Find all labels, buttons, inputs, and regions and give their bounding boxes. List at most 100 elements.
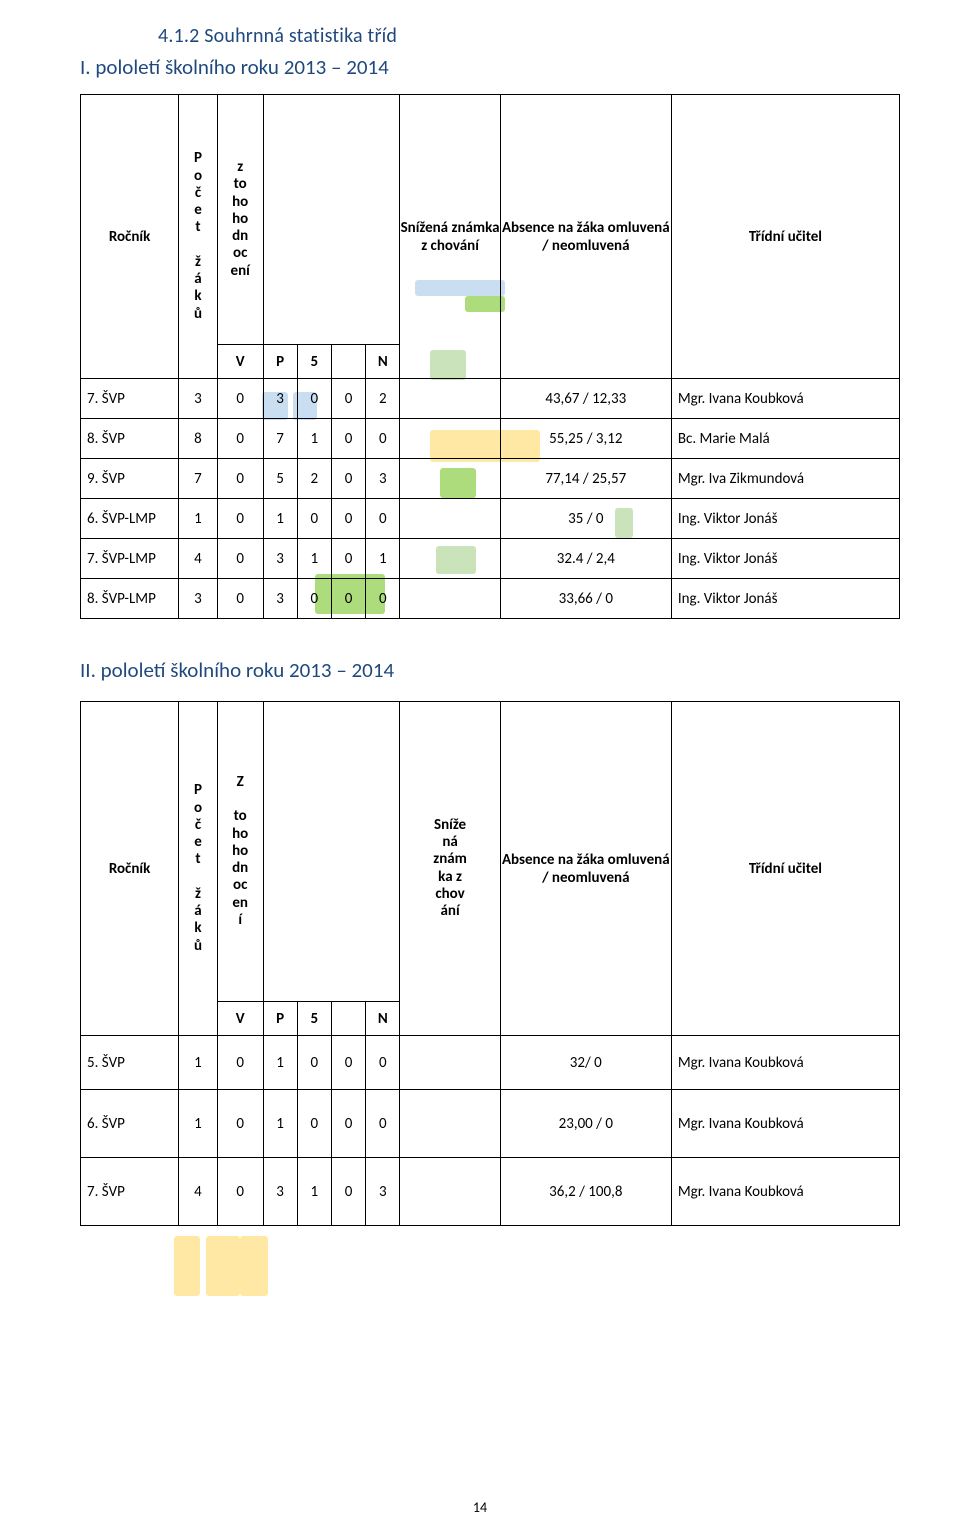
cell: 5. ŠVP xyxy=(81,1036,179,1090)
th-hodnoceni: ztohohodnocení xyxy=(217,95,263,345)
th-n: N xyxy=(366,345,400,379)
cell: Mgr. Ivana Koubková xyxy=(671,379,899,419)
th-vpfn-spacer xyxy=(263,95,400,345)
cell: 0 xyxy=(331,1090,365,1158)
cell: 1 xyxy=(263,1036,297,1090)
summary-table-1: Ročník Počet žáků ztohohodnocení Snížená… xyxy=(80,94,900,619)
th2-teacher: Třídní učitel xyxy=(671,702,899,1036)
cell: Mgr. Ivana Koubková xyxy=(671,1090,899,1158)
cell: 7 xyxy=(179,459,218,499)
cell: 1 xyxy=(297,419,331,459)
cell: Mgr. Ivana Koubková xyxy=(671,1158,899,1226)
th-teacher: Třídní učitel xyxy=(671,95,899,379)
highlight-blob xyxy=(174,1236,200,1296)
th2-hodnoceni: Z tohohodnocení xyxy=(217,702,263,1002)
cell: 3 xyxy=(263,1158,297,1226)
cell: 1 xyxy=(297,539,331,579)
cell: 0 xyxy=(217,419,263,459)
cell xyxy=(400,539,500,579)
cell: 0 xyxy=(331,499,365,539)
cell: Ing. Viktor Jonáš xyxy=(671,499,899,539)
cell: 5 xyxy=(263,459,297,499)
cell: 1 xyxy=(179,1090,218,1158)
cell: 7. ŠVP-LMP xyxy=(81,539,179,579)
cell: 0 xyxy=(217,579,263,619)
th2-vpfn-spacer xyxy=(263,702,400,1002)
th2-snizena: Sníženáznámka zchování xyxy=(400,702,500,1036)
table-row: 8. ŠVP-LMP30300033,66 / 0Ing. Viktor Jon… xyxy=(81,579,900,619)
th-5: 5 xyxy=(297,345,331,379)
cell: 0 xyxy=(297,1036,331,1090)
cell: 0 xyxy=(297,499,331,539)
cell: 3 xyxy=(263,379,297,419)
cell: 2 xyxy=(297,459,331,499)
cell: 1 xyxy=(179,1036,218,1090)
cell xyxy=(400,1090,500,1158)
cell: 0 xyxy=(366,579,400,619)
page-number: 14 xyxy=(0,1499,960,1516)
cell: 0 xyxy=(366,1036,400,1090)
cell: 0 xyxy=(366,1090,400,1158)
cell: 8. ŠVP xyxy=(81,419,179,459)
cell: 7. ŠVP xyxy=(81,1158,179,1226)
cell: 55,25 / 3,12 xyxy=(500,419,671,459)
cell: Mgr. Ivana Koubková xyxy=(671,1036,899,1090)
cell: 0 xyxy=(331,459,365,499)
cell: 32/ 0 xyxy=(500,1036,671,1090)
cell: 9. ŠVP xyxy=(81,459,179,499)
cell: 0 xyxy=(331,1036,365,1090)
th-v: V xyxy=(217,345,263,379)
cell: 0 xyxy=(217,539,263,579)
cell: 0 xyxy=(297,1090,331,1158)
cell: 0 xyxy=(366,499,400,539)
section-number-title: 4.1.2 Souhrnná statistika tříd xyxy=(158,24,900,48)
cell: 43,67 / 12,33 xyxy=(500,379,671,419)
cell: 3 xyxy=(263,539,297,579)
cell: 3 xyxy=(366,459,400,499)
cell: 1 xyxy=(263,1090,297,1158)
th-n-spacer xyxy=(331,345,365,379)
th-rocnik: Ročník xyxy=(81,95,179,379)
cell: 0 xyxy=(331,419,365,459)
table-row: 7. ŠVP-LMP40310132.4 / 2,4Ing. Viktor Jo… xyxy=(81,539,900,579)
semester2-title: II. pololetí školního roku 2013 – 2014 xyxy=(80,657,900,683)
cell: 2 xyxy=(366,379,400,419)
cell: 1 xyxy=(297,1158,331,1226)
cell: Mgr. Iva Zikmundová xyxy=(671,459,899,499)
th-snizena: Snížená známka z chování xyxy=(400,95,500,379)
cell: 33,66 / 0 xyxy=(500,579,671,619)
th2-p: P xyxy=(263,1002,297,1036)
cell: 6. ŠVP xyxy=(81,1090,179,1158)
cell xyxy=(400,1036,500,1090)
cell xyxy=(400,379,500,419)
cell: 0 xyxy=(297,579,331,619)
cell: 0 xyxy=(331,379,365,419)
cell xyxy=(400,1158,500,1226)
cell xyxy=(400,459,500,499)
cell: 6. ŠVP-LMP xyxy=(81,499,179,539)
cell: Ing. Viktor Jonáš xyxy=(671,579,899,619)
th2-n-spacer xyxy=(331,1002,365,1036)
th-absence: Absence na žáka omluvená / neomluvená xyxy=(500,95,671,379)
cell: Bc. Marie Malá xyxy=(671,419,899,459)
cell: 0 xyxy=(217,1090,263,1158)
highlight-blob xyxy=(240,1236,268,1296)
th2-n: N xyxy=(366,1002,400,1036)
cell: 1 xyxy=(366,539,400,579)
cell xyxy=(400,419,500,459)
cell: 8. ŠVP-LMP xyxy=(81,579,179,619)
th-pocet: Počet žáků xyxy=(179,95,218,379)
cell: 7. ŠVP xyxy=(81,379,179,419)
cell: 0 xyxy=(331,539,365,579)
cell: 0 xyxy=(217,1036,263,1090)
cell: 36,2 / 100,8 xyxy=(500,1158,671,1226)
th2-pocet: Počet žáků xyxy=(179,702,218,1036)
cell: 77,14 / 25,57 xyxy=(500,459,671,499)
cell: 0 xyxy=(297,379,331,419)
cell: 4 xyxy=(179,1158,218,1226)
cell: 3 xyxy=(179,379,218,419)
cell: 0 xyxy=(366,419,400,459)
cell xyxy=(400,579,500,619)
cell: 32.4 / 2,4 xyxy=(500,539,671,579)
cell: 0 xyxy=(217,459,263,499)
